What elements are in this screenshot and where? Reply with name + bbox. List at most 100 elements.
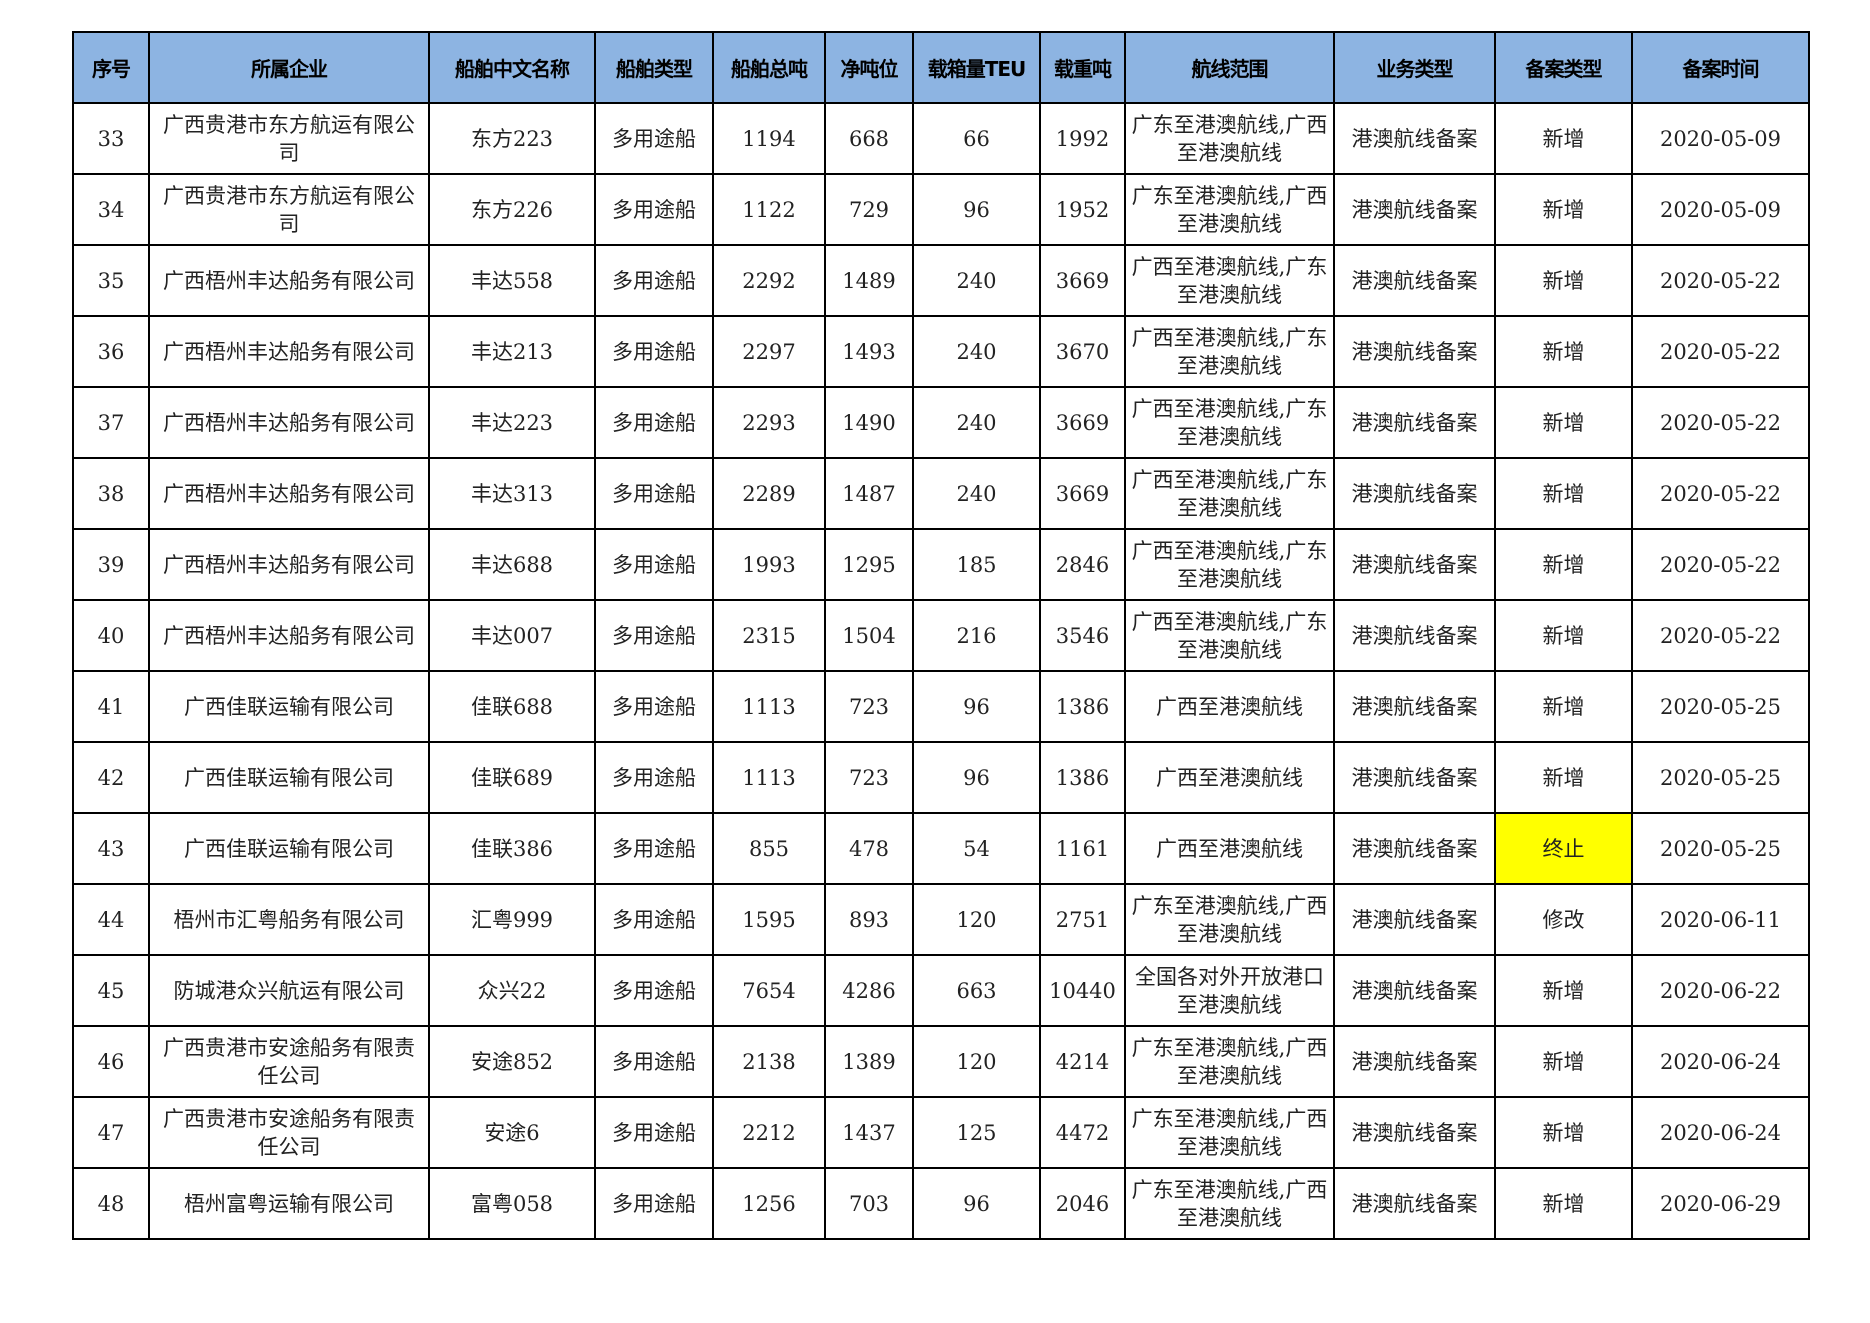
cell-teu-capacity: 120 bbox=[912, 883, 1041, 956]
table-row: 35 广西梧州丰达船务有限公司 丰达558 多用途船 2292 1489 240 3669 广西… bbox=[72, 244, 1810, 317]
cell-ship-name: 丰达558 bbox=[428, 244, 596, 317]
cell-teu-capacity: 96 bbox=[912, 670, 1041, 743]
cell-filing-date: 2020-05-22 bbox=[1631, 528, 1810, 601]
cell-teu-capacity: 54 bbox=[912, 812, 1041, 885]
cell-net-tonnage: 668 bbox=[824, 102, 914, 175]
cell-ship-name: 佳联689 bbox=[428, 741, 596, 814]
cell-business-type: 港澳航线备案 bbox=[1333, 102, 1496, 175]
cell-ship-type: 多用途船 bbox=[594, 1096, 714, 1169]
cell-deadweight: 2046 bbox=[1039, 1167, 1126, 1240]
cell-business-type: 港澳航线备案 bbox=[1333, 1025, 1496, 1098]
cell-deadweight: 2751 bbox=[1039, 883, 1126, 956]
table-row: 34 广西贵港市东方航运有限公司 东方226 多用途船 1122 729 96 1952 广东至… bbox=[72, 173, 1810, 246]
cell-gross-tonnage: 2138 bbox=[712, 1025, 826, 1098]
table-row: 38 广西梧州丰达船务有限公司 丰达313 多用途船 2289 1487 240 3669 广西… bbox=[72, 457, 1810, 530]
cell-filing-date: 2020-05-25 bbox=[1631, 812, 1810, 885]
table-row: 43 广西佳联运输有限公司 佳联386 多用途船 855 478 54 1161 广西至港澳航线… bbox=[72, 812, 1810, 885]
cell-route-scope: 广西至港澳航线 bbox=[1124, 741, 1335, 814]
cell-gross-tonnage: 1595 bbox=[712, 883, 826, 956]
cell-serial-number: 42 bbox=[72, 741, 150, 814]
cell-teu-capacity: 185 bbox=[912, 528, 1041, 601]
cell-company: 广西贵港市东方航运有限公司 bbox=[148, 173, 430, 246]
cell-teu-capacity: 125 bbox=[912, 1096, 1041, 1169]
cell-deadweight: 1161 bbox=[1039, 812, 1126, 885]
cell-gross-tonnage: 1256 bbox=[712, 1167, 826, 1240]
cell-company: 广西梧州丰达船务有限公司 bbox=[148, 457, 430, 530]
cell-ship-name: 丰达223 bbox=[428, 386, 596, 459]
cell-company: 梧州富粤运输有限公司 bbox=[148, 1167, 430, 1240]
cell-serial-number: 33 bbox=[72, 102, 150, 175]
cell-deadweight: 3546 bbox=[1039, 599, 1126, 672]
cell-filing-type: 新增 bbox=[1494, 670, 1633, 743]
cell-route-scope: 广西至港澳航线 bbox=[1124, 812, 1335, 885]
header-route-scope: 航线范围 bbox=[1124, 31, 1335, 104]
cell-ship-type: 多用途船 bbox=[594, 102, 714, 175]
cell-filing-date: 2020-05-22 bbox=[1631, 599, 1810, 672]
cell-deadweight: 3669 bbox=[1039, 244, 1126, 317]
cell-serial-number: 39 bbox=[72, 528, 150, 601]
cell-filing-date: 2020-06-11 bbox=[1631, 883, 1810, 956]
cell-ship-name: 东方223 bbox=[428, 102, 596, 175]
header-gross-tonnage: 船舶总吨 bbox=[712, 31, 826, 104]
cell-teu-capacity: 240 bbox=[912, 244, 1041, 317]
cell-company: 广西贵港市安途船务有限责任公司 bbox=[148, 1025, 430, 1098]
cell-serial-number: 47 bbox=[72, 1096, 150, 1169]
cell-route-scope: 广西至港澳航线,广东至港澳航线 bbox=[1124, 315, 1335, 388]
header-filing-date: 备案时间 bbox=[1631, 31, 1810, 104]
cell-filing-type: 新增 bbox=[1494, 528, 1633, 601]
cell-serial-number: 48 bbox=[72, 1167, 150, 1240]
cell-business-type: 港澳航线备案 bbox=[1333, 1096, 1496, 1169]
cell-filing-type: 新增 bbox=[1494, 1167, 1633, 1240]
cell-gross-tonnage: 1113 bbox=[712, 741, 826, 814]
table-row: 44 梧州市汇粤船务有限公司 汇粤999 多用途船 1595 893 120 2751 广东至港… bbox=[72, 883, 1810, 956]
cell-company: 广西梧州丰达船务有限公司 bbox=[148, 599, 430, 672]
cell-ship-name: 丰达007 bbox=[428, 599, 596, 672]
cell-net-tonnage: 4286 bbox=[824, 954, 914, 1027]
cell-ship-name: 安途6 bbox=[428, 1096, 596, 1169]
cell-teu-capacity: 240 bbox=[912, 457, 1041, 530]
cell-teu-capacity: 66 bbox=[912, 102, 1041, 175]
cell-company: 防城港众兴航运有限公司 bbox=[148, 954, 430, 1027]
cell-ship-name: 丰达313 bbox=[428, 457, 596, 530]
cell-filing-date: 2020-06-29 bbox=[1631, 1167, 1810, 1240]
cell-filing-type: 修改 bbox=[1494, 883, 1633, 956]
cell-filing-type: 终止 bbox=[1494, 812, 1633, 885]
cell-ship-type: 多用途船 bbox=[594, 457, 714, 530]
cell-filing-type: 新增 bbox=[1494, 1025, 1633, 1098]
cell-net-tonnage: 723 bbox=[824, 741, 914, 814]
table-row: 45 防城港众兴航运有限公司 众兴22 多用途船 7654 4286 663 10440 全国各… bbox=[72, 954, 1810, 1027]
cell-ship-type: 多用途船 bbox=[594, 954, 714, 1027]
cell-filing-date: 2020-05-22 bbox=[1631, 457, 1810, 530]
cell-serial-number: 37 bbox=[72, 386, 150, 459]
cell-ship-name: 丰达213 bbox=[428, 315, 596, 388]
cell-filing-date: 2020-06-22 bbox=[1631, 954, 1810, 1027]
cell-teu-capacity: 120 bbox=[912, 1025, 1041, 1098]
cell-deadweight: 4214 bbox=[1039, 1025, 1126, 1098]
cell-teu-capacity: 663 bbox=[912, 954, 1041, 1027]
header-ship-name: 船舶中文名称 bbox=[428, 31, 596, 104]
cell-filing-date: 2020-06-24 bbox=[1631, 1096, 1810, 1169]
cell-route-scope: 广西至港澳航线,广东至港澳航线 bbox=[1124, 457, 1335, 530]
table-row: 37 广西梧州丰达船务有限公司 丰达223 多用途船 2293 1490 240 3669 广西… bbox=[72, 386, 1810, 459]
cell-business-type: 港澳航线备案 bbox=[1333, 812, 1496, 885]
cell-company: 广西佳联运输有限公司 bbox=[148, 812, 430, 885]
cell-serial-number: 45 bbox=[72, 954, 150, 1027]
cell-route-scope: 广西至港澳航线,广东至港澳航线 bbox=[1124, 528, 1335, 601]
cell-ship-type: 多用途船 bbox=[594, 173, 714, 246]
cell-ship-name: 富粤058 bbox=[428, 1167, 596, 1240]
cell-net-tonnage: 1490 bbox=[824, 386, 914, 459]
cell-filing-type: 新增 bbox=[1494, 102, 1633, 175]
cell-ship-type: 多用途船 bbox=[594, 812, 714, 885]
cell-route-scope: 广东至港澳航线,广西至港澳航线 bbox=[1124, 883, 1335, 956]
cell-company: 广西贵港市东方航运有限公司 bbox=[148, 102, 430, 175]
header-company: 所属企业 bbox=[148, 31, 430, 104]
cell-ship-name: 佳联688 bbox=[428, 670, 596, 743]
table-row: 41 广西佳联运输有限公司 佳联688 多用途船 1113 723 96 1386 广西至港澳航… bbox=[72, 670, 1810, 743]
cell-ship-name: 丰达688 bbox=[428, 528, 596, 601]
cell-company: 广西贵港市安途船务有限责任公司 bbox=[148, 1096, 430, 1169]
cell-company: 广西梧州丰达船务有限公司 bbox=[148, 244, 430, 317]
cell-filing-date: 2020-05-22 bbox=[1631, 386, 1810, 459]
cell-filing-type: 新增 bbox=[1494, 741, 1633, 814]
cell-net-tonnage: 729 bbox=[824, 173, 914, 246]
cell-deadweight: 3669 bbox=[1039, 457, 1126, 530]
